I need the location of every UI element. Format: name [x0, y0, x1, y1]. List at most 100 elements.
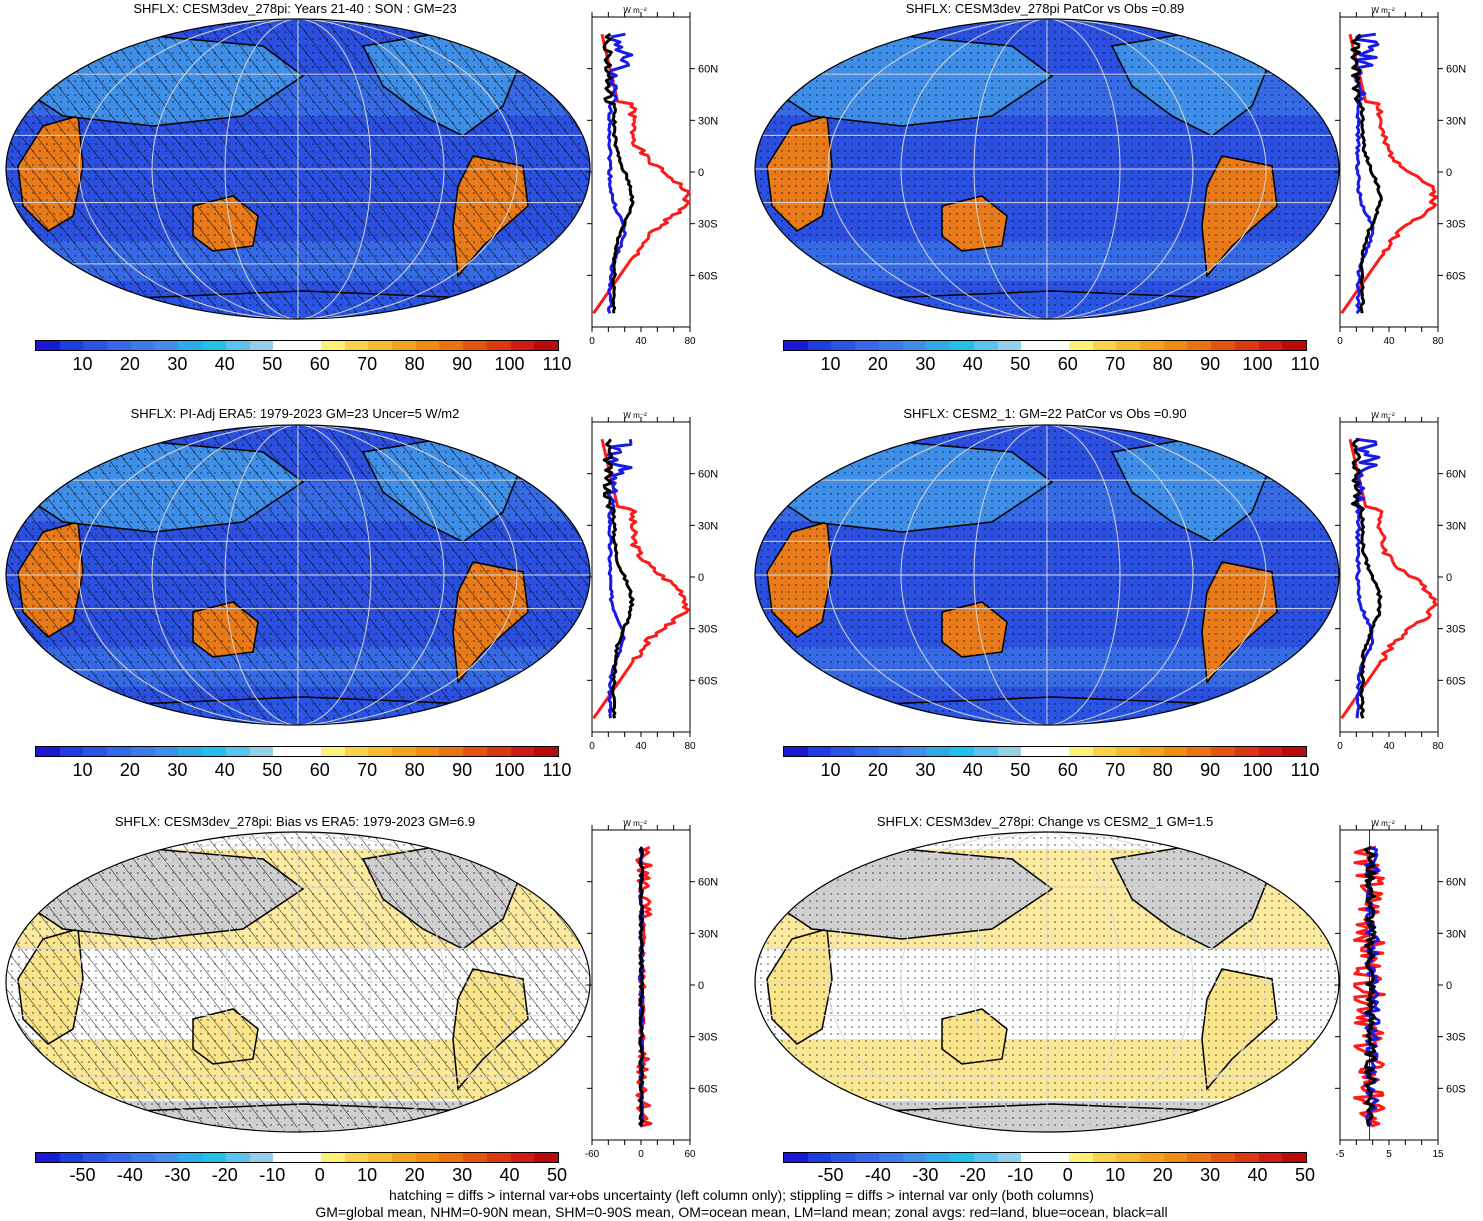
colorbar-tick-label: 0: [1062, 1165, 1073, 1185]
zonal-x-label: 0: [1337, 336, 1343, 347]
colorbar-tick-label: 100: [494, 354, 525, 374]
colorbar-tick-label: 80: [404, 760, 425, 780]
colorbar-swatch: [1068, 747, 1093, 756]
colorbar-swatch: [1234, 341, 1259, 350]
colorbar-swatch: [130, 747, 155, 756]
colorbar-swatch: [510, 341, 535, 350]
zonal-series-line: [607, 32, 634, 314]
colorbar-swatch: [973, 341, 998, 350]
colorbar-swatch: [463, 1153, 487, 1162]
colorbar-tick-label: 50: [1294, 1165, 1316, 1185]
colorbar-swatch: [107, 1153, 131, 1162]
zonal-lat-label: 0: [1446, 167, 1452, 179]
colorbar-tick-label: 40: [1247, 1165, 1268, 1185]
colorbar-swatch: [973, 747, 998, 756]
colorbar-tick-label: 20: [119, 760, 140, 780]
zonal-lat-label: 30N: [1446, 115, 1466, 127]
panel-title-p2: SHFLX: CESM3dev_278pi PatCor vs Obs =0.8…: [905, 1, 1185, 16]
colorbar-swatch: [415, 1153, 440, 1162]
map-p1: [5, 18, 591, 320]
colorbar-swatch: [344, 341, 369, 350]
colorbar-tick-label: 30: [167, 760, 188, 780]
colorbar-tick-label: 50: [262, 760, 283, 780]
zonal-plot-p5: W m⁻² 60N 30N 0 30S 60S -60 0 60: [585, 819, 718, 1160]
zonal-x-label: -5: [1336, 1149, 1345, 1160]
zonal-lat-label: 30S: [698, 624, 718, 636]
colorbar-tick-label: 70: [1105, 354, 1126, 374]
colorbar-labels-p6: -50 -40 -30 -20 -10 0 10 20 30 40 50: [783, 1165, 1315, 1187]
colorbar-swatch: [130, 1153, 155, 1162]
colorbar-swatch: [926, 341, 951, 350]
zonal-series-line: [1350, 437, 1383, 719]
colorbar-swatch: [950, 1153, 974, 1162]
zonal-x-label: 15: [1432, 1149, 1444, 1160]
colorbar-swatch: [178, 341, 203, 350]
colorbar-tick-label: 70: [1105, 760, 1126, 780]
colorbar-swatch: [249, 1153, 274, 1162]
colorbar-tick-label: 60: [1057, 354, 1078, 374]
zonal-unit-label: W m⁻²: [1371, 6, 1395, 15]
colorbar-swatch: [463, 747, 487, 756]
colorbar-tick-label: 40: [962, 354, 983, 374]
colorbar-swatch: [997, 1153, 1022, 1162]
zonal-lat-label: 30N: [698, 115, 718, 127]
colorbar-swatch: [831, 747, 856, 756]
colorbar-swatch: [36, 1153, 60, 1162]
colorbar-swatch: [950, 341, 974, 350]
colorbar-labels-p5: -50 -40 -30 -20 -10 0 10 20 30 40 50: [35, 1165, 567, 1187]
colorbar-swatch: [997, 747, 1022, 756]
colorbar-swatch: [1258, 747, 1283, 756]
colorbar-swatch: [344, 747, 369, 756]
colorbar-swatch: [855, 341, 879, 350]
colorbar-tick-label: 20: [119, 354, 140, 374]
colorbar-swatch: [1045, 1153, 1069, 1162]
colorbar-tick-label: 50: [546, 1165, 568, 1185]
panel-title-p4: SHFLX: CESM2_1: GM=22 PatCor vs Obs =0.9…: [903, 406, 1187, 421]
colorbar-swatch: [1045, 341, 1069, 350]
colorbar-swatch: [130, 341, 155, 350]
zonal-lat-label: 30S: [698, 219, 718, 231]
colorbar-swatch: [1234, 1153, 1259, 1162]
colorbar-swatch: [368, 341, 393, 350]
colorbar-swatch: [392, 1153, 416, 1162]
colorbar-swatch: [878, 1153, 903, 1162]
map-p6: [754, 831, 1340, 1133]
colorbar-swatch: [1211, 341, 1235, 350]
colorbar-swatch: [59, 1153, 84, 1162]
colorbar-swatch: [225, 1153, 250, 1162]
colorbar-tick-label: 110: [1290, 354, 1320, 374]
colorbar-swatch: [486, 1153, 511, 1162]
zonal-plot-p2: W m⁻² 60N 30N 0 30S 60S 0 40 80: [1335, 6, 1466, 347]
colorbar-swatch: [1211, 747, 1235, 756]
zonal-lat-label: 60S: [698, 675, 718, 687]
zonal-x-label: -60: [585, 1149, 600, 1160]
colorbar-swatch: [225, 341, 250, 350]
map-outline: [754, 424, 1340, 726]
colorbar-swatch: [1045, 747, 1069, 756]
zonal-x-label: 0: [1337, 741, 1343, 752]
colorbar-swatch: [807, 341, 832, 350]
colorbar-tick-label: 110: [542, 354, 572, 374]
colorbar-swatch: [178, 747, 203, 756]
zonal-series-line: [602, 32, 635, 314]
colorbar-swatch: [273, 341, 298, 350]
colorbar-tick-label: 100: [1242, 760, 1273, 780]
zonal-frame: [591, 421, 691, 733]
colorbar-swatch: [463, 341, 487, 350]
panel-title-p6: SHFLX: CESM3dev_278pi: Change vs CESM2_1…: [876, 814, 1214, 829]
colorbar-swatch: [878, 341, 903, 350]
zonal-x-label: 80: [1432, 336, 1444, 347]
colorbar-swatch: [784, 1153, 808, 1162]
colorbar-tick-label: -50: [69, 1165, 96, 1185]
colorbar-swatch: [202, 341, 226, 350]
colorbar-labels-p4: 10 20 30 40 50 60 70 80 90 100 110: [783, 760, 1319, 782]
zonal-unit-label: W m⁻²: [623, 411, 647, 420]
colorbar-swatch: [202, 747, 226, 756]
colorbar-tick-label: -20: [959, 1165, 986, 1185]
colorbar-tick-label: -20: [211, 1165, 238, 1185]
colorbar-swatch: [1021, 747, 1046, 756]
colorbar-swatch: [320, 747, 345, 756]
zonal-lat-label: 0: [698, 980, 704, 992]
colorbar-swatch: [807, 1153, 832, 1162]
colorbar-swatch: [439, 1153, 464, 1162]
